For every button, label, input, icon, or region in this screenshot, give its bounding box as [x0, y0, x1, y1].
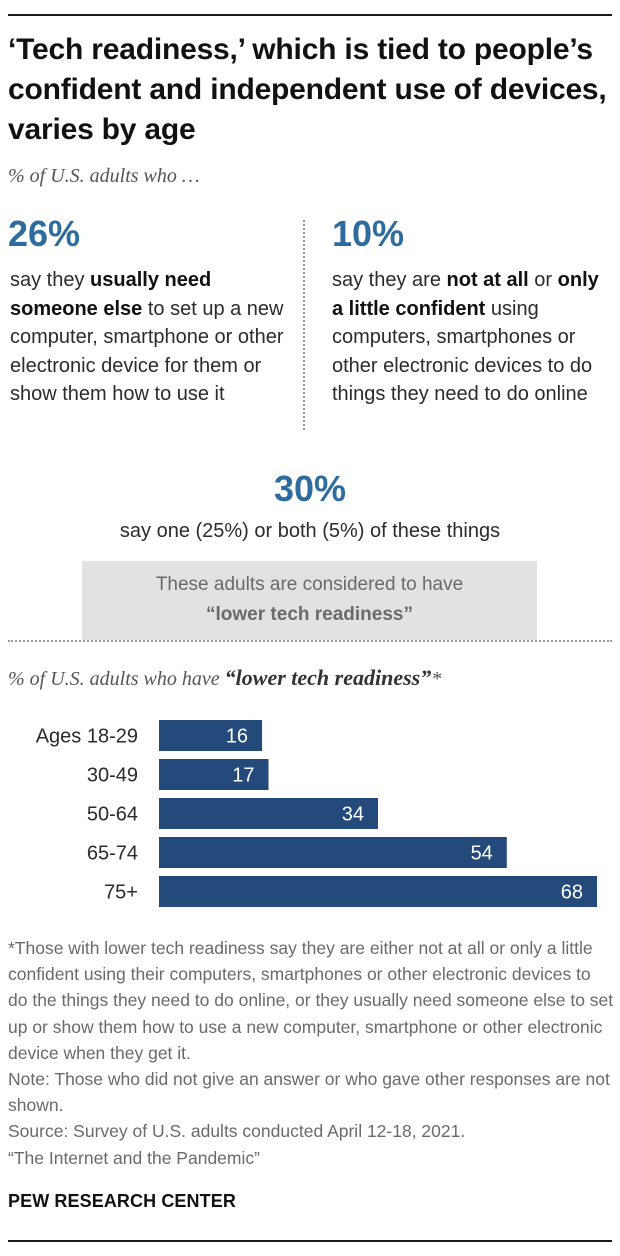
left-desc-bold: usually need someone else: [10, 269, 212, 320]
horizontal-divider: [8, 640, 612, 642]
brand-logo-text: PEW RESEARCH CENTER: [8, 1191, 236, 1211]
footnote-note: Note: Those who did not give an answer o…: [8, 1069, 610, 1116]
bar-chart-subtitle-bold: “lower tech readiness”: [224, 665, 432, 690]
bar-value-label: 16: [226, 726, 248, 748]
right-description: say they are not at all or only a little…: [332, 266, 614, 409]
bar-value-label: 54: [471, 843, 493, 865]
right-desc-post: using computers, smartphones or other el…: [332, 297, 593, 406]
left-description: say they usually need someone else to se…: [10, 266, 295, 409]
footnote-source: Source: Survey of U.S. adults conducted …: [8, 1121, 466, 1142]
lower-tech-readiness-box: These adults are considered to have “low…: [82, 561, 537, 640]
box-line-1: These adults are considered to have: [155, 574, 464, 595]
bar: [159, 876, 597, 907]
left-percent: 26%: [8, 213, 81, 254]
chart-subtitle: % of U.S. adults who …: [8, 165, 200, 187]
footnote-report: “The Internet and the Pandemic”: [8, 1147, 260, 1168]
combined-percent: 30%: [273, 468, 347, 509]
bar: [159, 798, 378, 829]
box-line-2: “lower tech readiness”: [206, 604, 413, 625]
right-desc-pre: say they are: [332, 269, 447, 291]
bar-value-label: 17: [232, 765, 254, 787]
bar-value-label: 68: [561, 882, 583, 904]
footnote-star: *Those with lower tech readiness say the…: [8, 938, 614, 1063]
category-label: 65-74: [87, 843, 138, 865]
chart-title: ‘Tech readiness,’ which is tied to peopl…: [8, 33, 607, 146]
bar-chart-subtitle: % of U.S. adults who have “lower tech re…: [8, 665, 441, 691]
vertical-divider: [303, 220, 305, 430]
category-label: 75+: [104, 882, 138, 904]
bar-chart-subtitle-pre: % of U.S. adults who have: [8, 668, 225, 690]
footnote-block: *Those with lower tech readiness say the…: [8, 935, 614, 1171]
bar: [159, 837, 507, 868]
bar: [159, 720, 263, 751]
category-label: 30-49: [87, 765, 138, 787]
top-rule: [8, 14, 612, 16]
category-label: 50-64: [87, 804, 138, 826]
right-desc-mid: or: [528, 269, 558, 291]
combined-description: say one (25%) or both (5%) of these thin…: [119, 520, 501, 542]
left-desc-post: to set up a new computer, smartphone or …: [10, 297, 284, 406]
right-percent: 10%: [332, 213, 405, 254]
bar-chart-subtitle-post: *: [431, 668, 442, 690]
category-label: Ages 18-29: [36, 726, 138, 748]
right-desc-bold2: only a little confident: [332, 269, 599, 320]
bar-value-label: 34: [342, 804, 364, 826]
bottom-rule: [8, 1240, 612, 1242]
right-desc-bold1: not at all: [446, 269, 529, 291]
bar-chart: Ages 18-29 16 30-49 17 50-64 34 65-74 54 75+ 68: [36, 720, 597, 907]
bar: [159, 759, 269, 790]
left-desc-pre: say they: [10, 269, 91, 291]
